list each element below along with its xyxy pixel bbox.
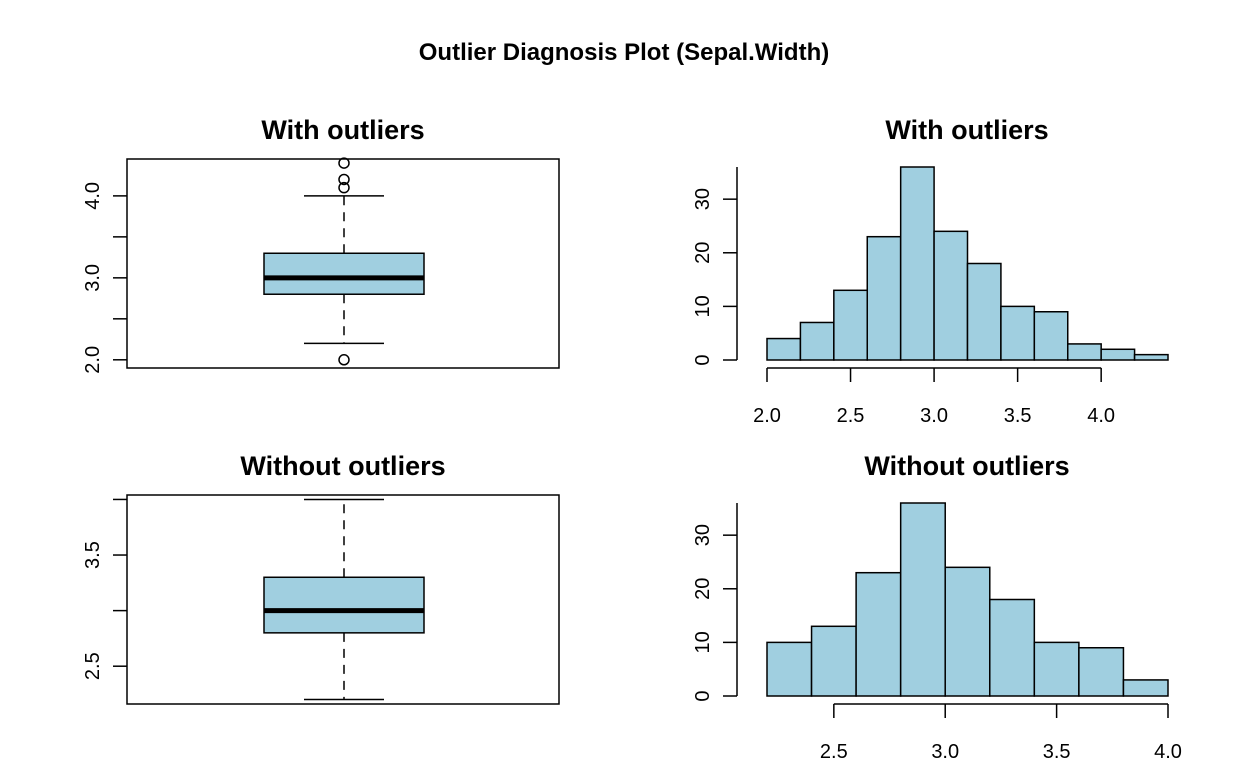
x-tick-label: 4.0	[1087, 405, 1115, 427]
y-tick-label: 3.0	[82, 264, 104, 292]
x-tick-label: 2.0	[753, 405, 781, 427]
histogram-bar	[966, 262, 1002, 361]
histogram-bar	[933, 230, 969, 361]
boxplot-with-outliers-title: With outliers	[261, 115, 424, 145]
histogram-bar	[1122, 679, 1169, 697]
boxplot-without-outliers: Without outliers 2.5 3.5	[82, 451, 560, 705]
histogram-bar	[899, 502, 946, 697]
histogram-bar	[766, 641, 813, 697]
histogram-without-outliers: Without outliers 0 10 20 30 2.5 3.0 3.5 4.0	[692, 451, 1182, 763]
histogram-bar	[1133, 353, 1169, 361]
main-title: Outlier Diagnosis Plot (Sepal.Width)	[419, 39, 829, 66]
y-tick-label: 2.5	[82, 652, 104, 680]
histogram-bar	[989, 598, 1036, 697]
y-tick-label: 10	[692, 295, 714, 317]
histogram-bar	[833, 289, 868, 361]
iqr-box	[263, 252, 425, 295]
plot-frame	[126, 494, 560, 705]
y-tick-label: 4.0	[82, 182, 104, 210]
histogram-bar	[855, 571, 902, 697]
histogram-bar	[944, 566, 991, 697]
outlier-point	[338, 173, 350, 186]
x-tick-label: 2.5	[820, 741, 848, 763]
y-tick-label: 20	[692, 242, 714, 264]
histogram-bar	[1100, 348, 1136, 361]
y-tick-label: 3.5	[82, 541, 104, 569]
y-tick-label: 0	[692, 354, 714, 365]
x-tick-label: 3.5	[1004, 405, 1032, 427]
histogram-bar	[1033, 311, 1069, 361]
histogram-with-outliers-title: With outliers	[885, 115, 1048, 145]
histogram-bar	[810, 625, 857, 697]
histogram-bar	[1067, 343, 1102, 361]
outlier-point	[338, 354, 350, 366]
histogram-bar	[1078, 647, 1125, 697]
x-tick-label: 3.5	[1043, 741, 1071, 763]
histogram-bar	[1033, 641, 1080, 697]
x-tick-label: 4.0	[1154, 741, 1182, 763]
histogram-with-outliers: With outliers 0 10 20 30 2.0 2.5 3.0 3.5 4.0	[692, 115, 1169, 427]
plot-frame	[126, 158, 560, 369]
x-tick-label: 3.0	[931, 741, 959, 763]
histogram-without-outliers-title: Without outliers	[864, 451, 1069, 481]
y-tick-label: 30	[692, 524, 714, 546]
y-tick-label: 2.0	[82, 346, 104, 374]
histogram-bar	[1000, 305, 1036, 361]
outlier-point	[338, 181, 350, 194]
histogram-bar	[899, 166, 935, 361]
boxplot-with-outliers: With outliers 2.0 3.0 4.0	[82, 115, 560, 374]
y-tick-label: 0	[692, 690, 714, 701]
histogram-bar	[799, 321, 835, 361]
y-tick-label: 30	[692, 188, 714, 210]
outlier-point	[338, 157, 350, 169]
histogram-bar	[866, 235, 902, 361]
x-tick-label: 2.5	[837, 405, 865, 427]
x-tick-label: 3.0	[920, 405, 948, 427]
boxplot-without-outliers-title: Without outliers	[240, 451, 445, 481]
y-tick-label: 20	[692, 578, 714, 600]
iqr-box	[263, 576, 425, 634]
y-tick-label: 10	[692, 631, 714, 653]
histogram-bar	[766, 337, 802, 361]
